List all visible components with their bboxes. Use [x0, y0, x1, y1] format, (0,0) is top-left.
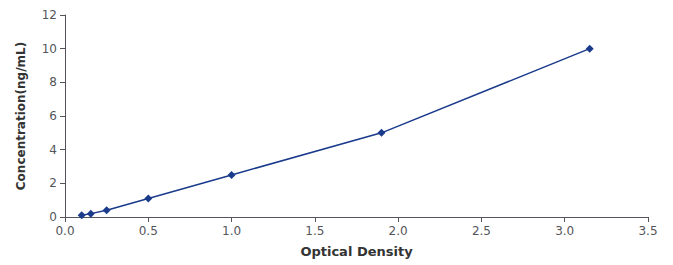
svg-text:8: 8 [49, 75, 57, 89]
svg-text:10: 10 [42, 42, 57, 56]
svg-text:4: 4 [49, 143, 57, 157]
svg-text:0.5: 0.5 [139, 224, 158, 238]
svg-text:1.5: 1.5 [305, 224, 324, 238]
svg-text:3.0: 3.0 [555, 224, 574, 238]
svg-text:Concentration(ng/mL): Concentration(ng/mL) [14, 42, 28, 190]
svg-text:2.5: 2.5 [472, 224, 491, 238]
svg-text:2: 2 [49, 176, 57, 190]
svg-text:0: 0 [49, 210, 57, 224]
svg-text:12: 12 [42, 8, 57, 22]
svg-text:0.0: 0.0 [55, 224, 74, 238]
svg-text:2.0: 2.0 [389, 224, 408, 238]
svg-text:1.0: 1.0 [222, 224, 241, 238]
svg-text:3.5: 3.5 [638, 224, 657, 238]
svg-text:Optical Density: Optical Density [300, 244, 413, 259]
svg-text:6: 6 [49, 109, 57, 123]
